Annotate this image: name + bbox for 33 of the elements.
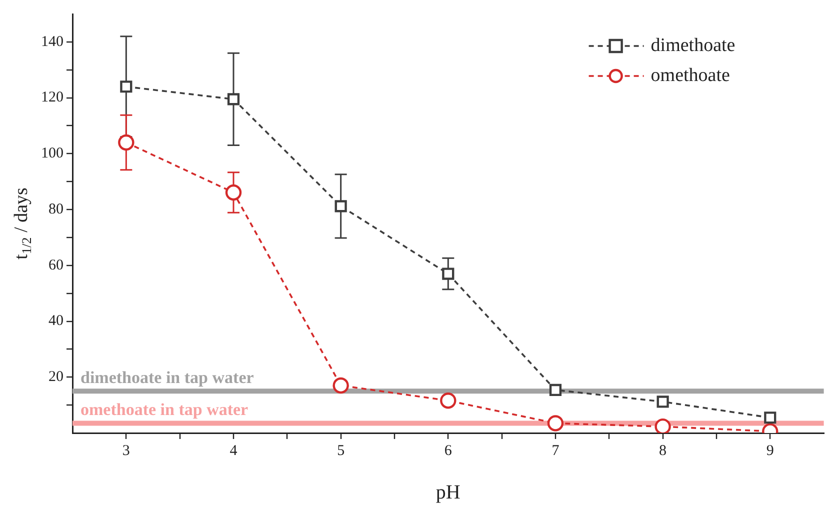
x-tick-label: 6 bbox=[444, 442, 452, 459]
x-tick-label: 4 bbox=[230, 442, 238, 459]
point bbox=[547, 415, 564, 432]
y-tick-label: 60 bbox=[48, 257, 64, 274]
y-tick-label: 20 bbox=[48, 369, 64, 386]
y-tick-label: 140 bbox=[41, 34, 64, 50]
legend-label: omethoate bbox=[650, 64, 730, 86]
point bbox=[654, 418, 671, 433]
x-tick-label: 3 bbox=[122, 442, 130, 459]
point bbox=[334, 200, 347, 212]
point bbox=[442, 268, 454, 280]
y-axis-title: t1/2 / days bbox=[10, 188, 34, 260]
point bbox=[549, 384, 562, 396]
point bbox=[440, 392, 456, 409]
point bbox=[118, 134, 134, 151]
point bbox=[656, 396, 669, 408]
y-tick-label: 80 bbox=[48, 201, 64, 218]
x-axis-title: pH bbox=[436, 481, 460, 504]
point bbox=[764, 412, 776, 424]
point bbox=[332, 377, 349, 394]
x-tick-label: 8 bbox=[659, 442, 667, 459]
point bbox=[227, 93, 240, 106]
point bbox=[120, 80, 132, 93]
y-tick-label: 120 bbox=[41, 90, 64, 106]
ref-line-label: omethoate in tap water bbox=[80, 400, 249, 420]
y-tick-label: 40 bbox=[48, 313, 64, 330]
legend-label: dimethoate bbox=[650, 34, 736, 56]
y-tick-label: 100 bbox=[41, 146, 64, 162]
x-tick-label: 5 bbox=[337, 442, 345, 459]
x-tick-label: 9 bbox=[766, 442, 774, 459]
x-tick-label: 7 bbox=[552, 442, 560, 459]
point bbox=[225, 184, 242, 201]
ref-line-label: dimethoate in tap water bbox=[80, 368, 254, 387]
